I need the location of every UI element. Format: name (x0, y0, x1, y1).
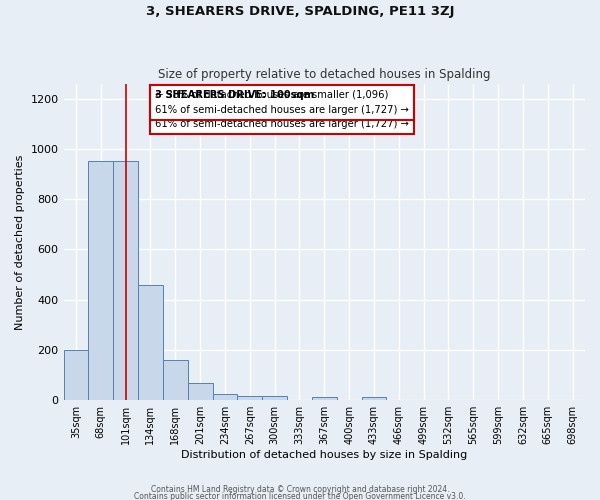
Text: Contains public sector information licensed under the Open Government Licence v3: Contains public sector information licen… (134, 492, 466, 500)
Text: 3, SHEARERS DRIVE, SPALDING, PE11 3ZJ: 3, SHEARERS DRIVE, SPALDING, PE11 3ZJ (146, 5, 454, 18)
Bar (212, 394, 238, 400)
Bar (138, 284, 163, 400)
Y-axis label: Number of detached properties: Number of detached properties (15, 154, 25, 330)
Bar (64, 350, 88, 400)
Bar (88, 162, 113, 400)
Bar (188, 382, 212, 400)
Text: 3 SHEARERS DRIVE: 100sqm: 3 SHEARERS DRIVE: 100sqm (155, 90, 314, 100)
Bar (362, 397, 386, 400)
Bar (163, 360, 188, 400)
Bar (262, 396, 287, 400)
Text: 3 SHEARERS DRIVE: 100sqm
← 38% of detached houses are smaller (1,096)
61% of sem: 3 SHEARERS DRIVE: 100sqm ← 38% of detach… (155, 90, 409, 130)
Text: ← 38% of detached houses are smaller (1,096)
61% of semi-detached houses are lar: ← 38% of detached houses are smaller (1,… (155, 90, 409, 114)
Text: Contains HM Land Registry data © Crown copyright and database right 2024.: Contains HM Land Registry data © Crown c… (151, 486, 449, 494)
Bar (238, 396, 262, 400)
X-axis label: Distribution of detached houses by size in Spalding: Distribution of detached houses by size … (181, 450, 467, 460)
Title: Size of property relative to detached houses in Spalding: Size of property relative to detached ho… (158, 68, 491, 81)
Bar (312, 397, 337, 400)
Bar (113, 162, 138, 400)
